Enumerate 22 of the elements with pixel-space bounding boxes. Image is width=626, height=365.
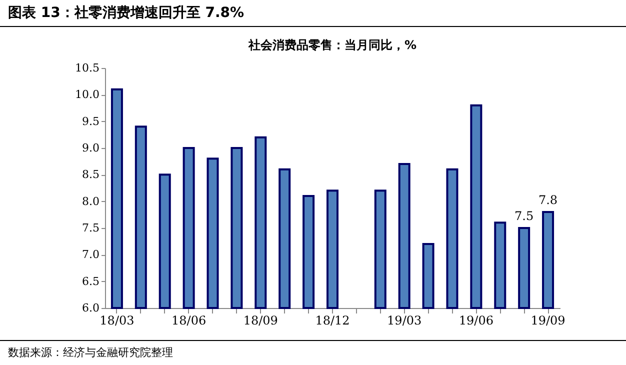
y-tick-label: 6.0 <box>82 302 100 314</box>
x-tick-label: 18/09 <box>243 314 278 328</box>
y-tick-label: 9.0 <box>82 142 100 154</box>
y-tick-label: 8.5 <box>82 168 100 182</box>
x-tick-label: 18/12 <box>315 314 350 328</box>
y-tick-label: 7.5 <box>82 222 100 234</box>
x-tick-label: 18/06 <box>172 314 206 328</box>
x-tick-label: 19/03 <box>387 314 422 328</box>
chart-title: 图表 13：社零消费增速回升至 7.8% <box>8 4 244 22</box>
x-tick-label: 19/06 <box>458 314 494 328</box>
y-tick-label: 7.0 <box>82 248 100 262</box>
source-note: 数据来源：经济与金融研究院整理 <box>8 345 173 360</box>
x-tick-label: 19/09 <box>530 314 566 328</box>
data-label: 7.8 <box>538 193 558 207</box>
y-tick-label: 8.0 <box>82 194 100 208</box>
x-tick-label: 18/03 <box>100 314 134 328</box>
y-tick-label: 10.5 <box>75 62 100 74</box>
chart-subtitle: 社会消费品零售：当月同比，% <box>247 38 417 52</box>
y-tick-label: 10.0 <box>75 88 100 102</box>
y-tick-label: 9.5 <box>82 114 100 128</box>
data-label: 7.5 <box>514 209 534 223</box>
y-tick-label: 6.5 <box>82 274 100 288</box>
